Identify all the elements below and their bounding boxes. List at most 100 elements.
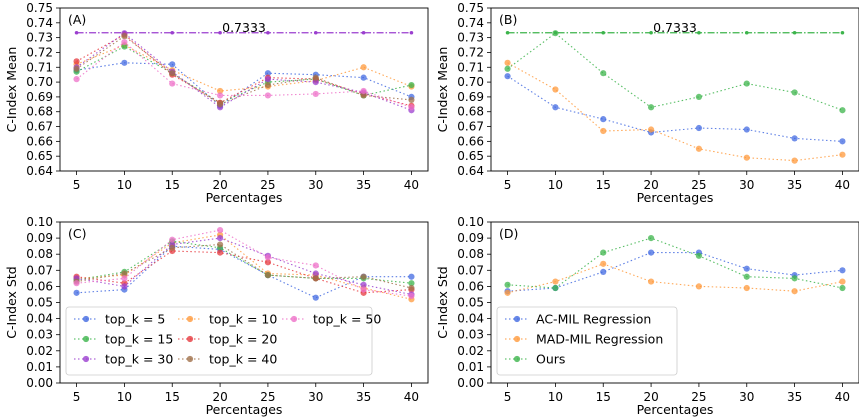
data-point [791, 157, 798, 164]
reference-marker [361, 30, 366, 35]
y-tick-label: 0.67 [457, 120, 484, 134]
y-tick-label: 0.70 [26, 75, 53, 89]
data-point [408, 280, 415, 287]
legend-swatch-marker [82, 335, 90, 343]
x-tick-label: 15 [596, 178, 611, 192]
y-tick-label: 0.01 [457, 360, 484, 374]
data-point [791, 135, 798, 142]
data-point [839, 107, 846, 114]
y-axis-label: C-Index Mean [4, 47, 19, 133]
data-point [73, 280, 80, 287]
data-point [264, 81, 272, 89]
data-point [504, 59, 511, 66]
y-axis-label: C-Index Std [435, 266, 450, 338]
reference-line-label: 0.7333 [653, 20, 697, 35]
y-tick-label: 0.06 [26, 279, 53, 293]
data-point [264, 259, 272, 266]
data-point [264, 272, 272, 279]
x-tick-label: 5 [504, 390, 512, 404]
reference-marker [409, 30, 414, 35]
data-point [695, 252, 703, 259]
data-point [552, 86, 559, 93]
panel-label: (B) [499, 12, 517, 27]
data-point [743, 273, 750, 280]
legend-label: top_k = 5 [105, 312, 165, 327]
y-tick-label: 0.67 [26, 120, 53, 134]
y-tick-label: 0.64 [457, 164, 484, 178]
y-tick-label: 0.10 [26, 215, 53, 229]
y-tick-label: 0.02 [457, 344, 484, 358]
y-tick-label: 0.72 [26, 45, 53, 59]
y-tick-label: 0.72 [457, 45, 484, 59]
y-tick-label: 0.07 [457, 263, 484, 277]
data-point [695, 283, 703, 290]
data-point [408, 96, 415, 103]
x-tick-label: 40 [404, 390, 419, 404]
y-tick-label: 0.09 [457, 231, 484, 245]
x-tick-label: 30 [739, 390, 754, 404]
reference-marker [840, 30, 845, 35]
data-point [121, 59, 128, 66]
y-tick-label: 0.02 [26, 344, 53, 358]
reference-line-label: 0.7333 [222, 20, 266, 35]
x-tick-label: 35 [787, 178, 802, 192]
legend-item: top_k = 40 [178, 352, 277, 367]
data-point [264, 70, 272, 77]
y-tick-label: 0.66 [457, 134, 484, 148]
reference-marker [792, 30, 797, 35]
legend-item: top_k = 10 [178, 312, 277, 327]
x-axis-label: Percentages [637, 190, 714, 205]
data-point [743, 80, 750, 87]
y-tick-label: 0.03 [457, 328, 484, 342]
x-tick-label: 40 [404, 178, 419, 192]
legend-swatch-marker [513, 335, 521, 343]
legend-item: AC-MIL Regression [505, 312, 651, 327]
data-point [839, 267, 846, 274]
legend-item: MAD-MIL Regression [505, 332, 663, 347]
data-point [169, 80, 176, 87]
panel-label: (C) [68, 226, 86, 241]
y-tick-label: 0.06 [457, 279, 484, 293]
x-tick-label: 5 [504, 178, 512, 192]
legend-label: top_k = 20 [209, 332, 277, 347]
y-tick-label: 0.00 [26, 376, 53, 390]
data-point [408, 284, 415, 292]
data-point [743, 126, 750, 133]
data-point [121, 43, 128, 50]
data-point [600, 249, 607, 256]
y-tick-label: 0.05 [457, 296, 484, 310]
x-tick-label: 20 [643, 390, 658, 404]
data-point [600, 260, 607, 267]
data-point [839, 278, 846, 285]
x-tick-label: 10 [548, 178, 563, 192]
y-tick-label: 0.65 [26, 149, 53, 163]
data-point [408, 104, 415, 111]
legend-item: Ours [505, 352, 565, 367]
data-point [695, 124, 703, 132]
y-tick-label: 0.08 [457, 247, 484, 261]
data-point [791, 288, 798, 295]
legend-label: top_k = 10 [209, 312, 277, 327]
data-point [216, 92, 224, 99]
data-point [504, 289, 511, 296]
panel-label: (D) [499, 226, 518, 241]
series-line [507, 62, 843, 162]
y-tick-label: 0.04 [26, 312, 53, 326]
data-point [121, 38, 128, 46]
legend-item: top_k = 15 [74, 332, 173, 347]
series-line [76, 35, 412, 105]
legend-label: top_k = 40 [209, 352, 277, 367]
y-tick-label: 0.70 [457, 75, 484, 89]
data-point [312, 262, 319, 269]
data-point [600, 116, 607, 123]
y-tick-label: 0.68 [26, 105, 53, 119]
x-tick-label: 35 [356, 390, 371, 404]
legend: AC-MIL Regression MAD-MIL Regression Ours [496, 306, 678, 376]
data-point [839, 138, 846, 145]
data-point [312, 275, 319, 282]
data-point [647, 126, 655, 133]
legend-swatch-marker [186, 315, 194, 323]
legend: top_k = 5 top_k = 15 top_k = 30 top_k = 10 t… [65, 306, 381, 376]
chart-panel-2: 0.640.650.660.670.680.690.700.710.720.73… [435, 1, 859, 205]
